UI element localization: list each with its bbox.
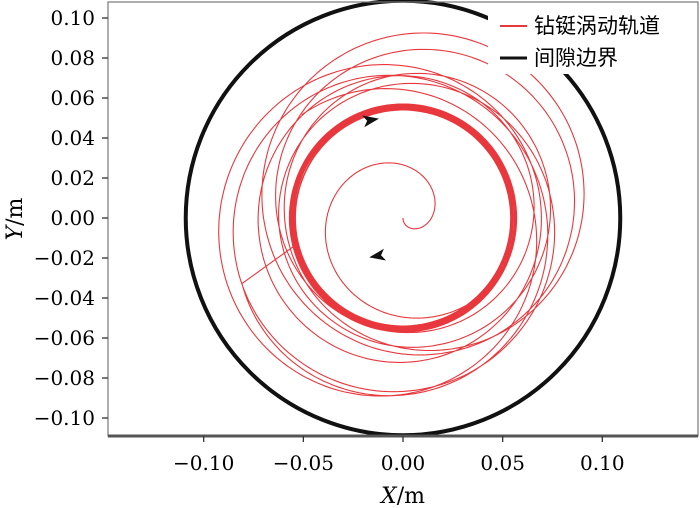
y-tick-label: −0.08 bbox=[34, 366, 95, 390]
y-tick-label: 0.08 bbox=[50, 46, 95, 70]
y-tick-label: −0.02 bbox=[34, 246, 95, 270]
whirl-trajectory-series bbox=[218, 32, 585, 397]
arrow-outer bbox=[362, 115, 379, 128]
y-tick-label: −0.06 bbox=[34, 326, 95, 350]
arrow-inner bbox=[369, 248, 387, 261]
y-axis-ticks: 0.10 0.08 0.06 0.04 0.02 0.00 −0.02 −0.04 −0.06 −… bbox=[34, 6, 108, 430]
y-tick-label: 0.02 bbox=[50, 166, 95, 190]
x-tick-label: −0.10 bbox=[173, 451, 234, 475]
legend-label: 间隙边界 bbox=[534, 46, 618, 70]
trajectory-line bbox=[218, 32, 585, 397]
y-axis-var: Y bbox=[3, 223, 28, 240]
y-tick-label: 0.10 bbox=[50, 6, 95, 30]
x-tick-label: −0.05 bbox=[273, 451, 334, 475]
x-axis-ticks: −0.10 −0.05 0.00 0.05 0.10 bbox=[173, 436, 625, 475]
x-axis-unit: /m bbox=[397, 484, 425, 508]
x-axis-var: X bbox=[379, 484, 398, 508]
x-tick-label: 0.00 bbox=[381, 451, 426, 475]
x-tick-label: 0.10 bbox=[580, 451, 625, 475]
y-tick-label: −0.04 bbox=[34, 286, 95, 310]
x-tick-label: 0.05 bbox=[480, 451, 525, 475]
legend-label: 钻铤涡动轨道 bbox=[534, 14, 660, 38]
y-tick-label: 0.00 bbox=[50, 206, 95, 230]
x-axis-title: X/m bbox=[379, 484, 425, 508]
y-tick-label: 0.04 bbox=[50, 126, 95, 150]
y-axis-title: Y/m bbox=[3, 197, 28, 240]
y-tick-label: 0.06 bbox=[50, 86, 95, 110]
direction-arrows bbox=[362, 115, 387, 261]
legend-background bbox=[488, 6, 694, 74]
y-tick-label: −0.10 bbox=[34, 406, 95, 430]
y-axis-unit: /m bbox=[3, 197, 28, 225]
